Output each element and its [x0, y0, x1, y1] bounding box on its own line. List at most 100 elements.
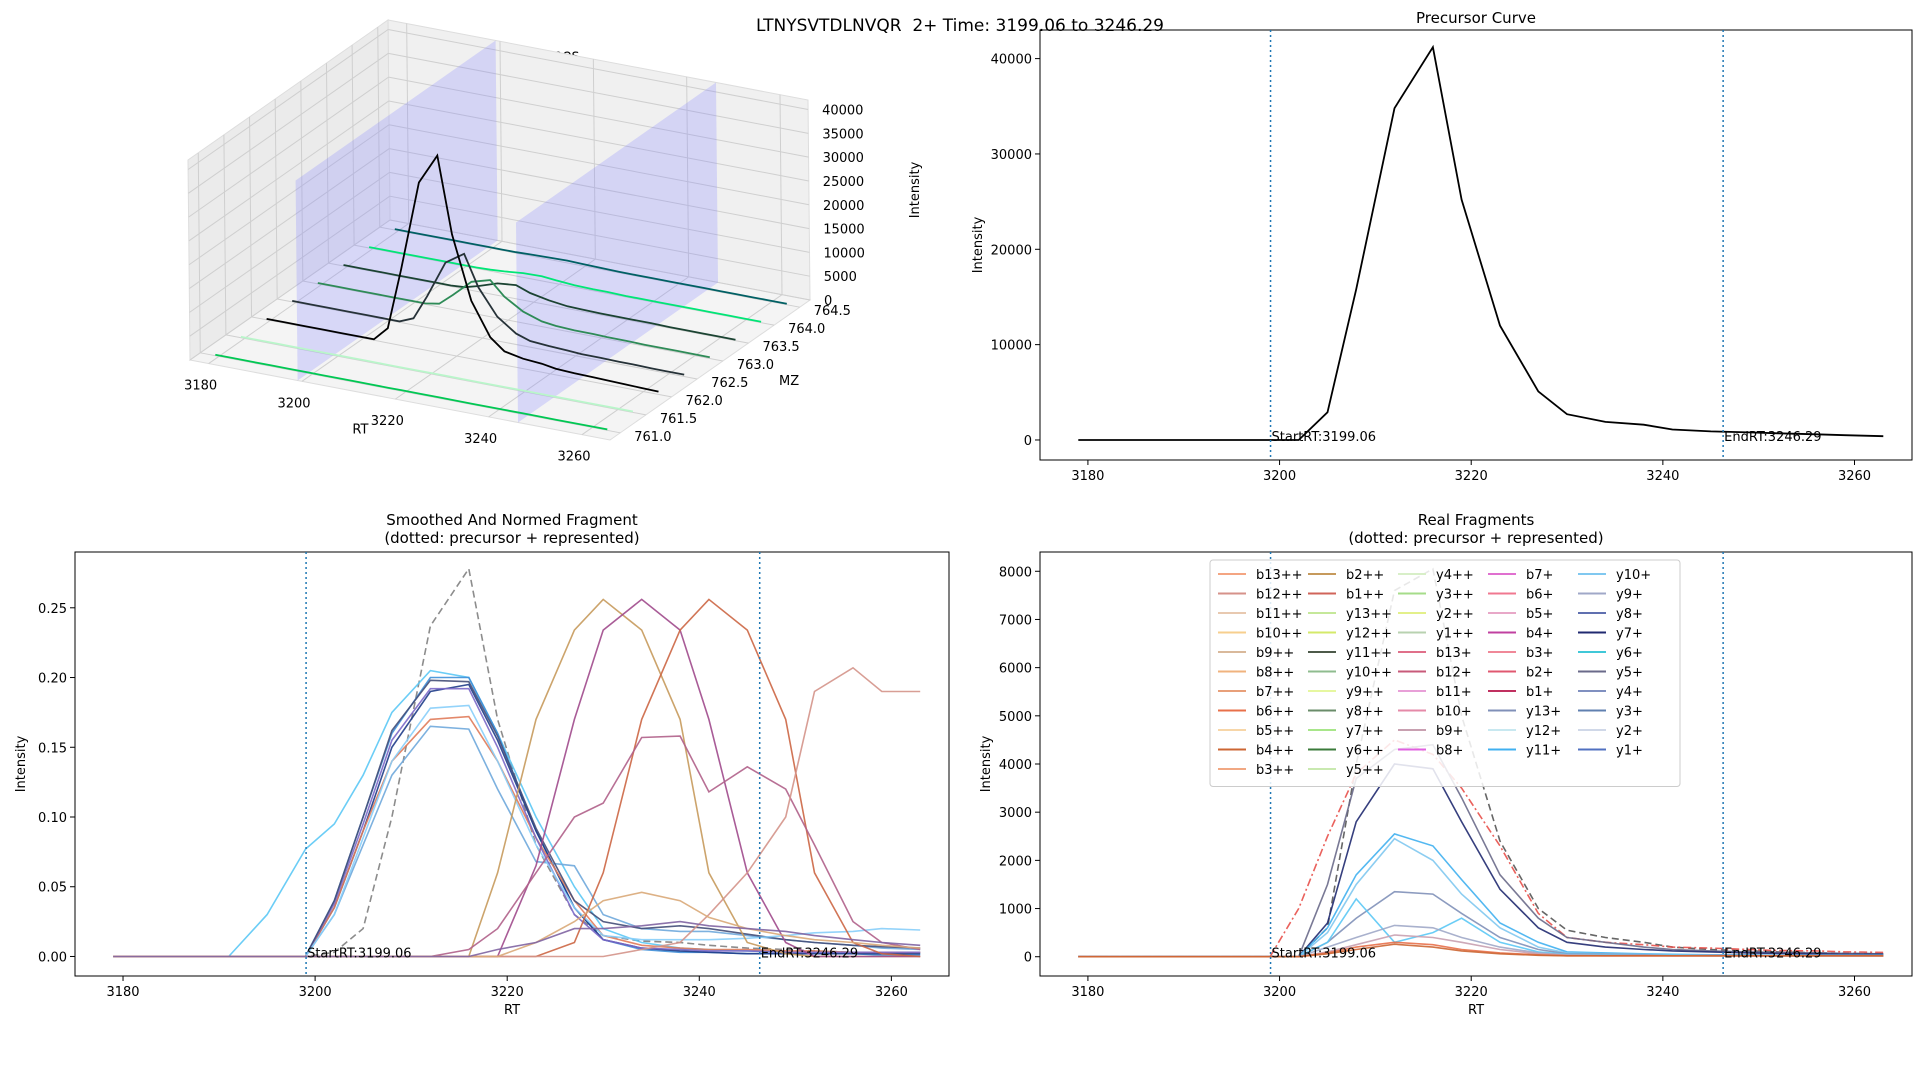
legend-label: b10++ [1256, 627, 1303, 642]
grid-line [388, 124, 810, 206]
isotope-line-0 [394, 228, 787, 305]
isotope-line-7 [215, 353, 608, 431]
y-tick-label: 0.00 [38, 950, 67, 965]
x-tick-label: 3220 [491, 985, 524, 1000]
z-tick-label: 25000 [823, 175, 864, 190]
x-axis-label: RT [352, 423, 368, 438]
grid-line [388, 76, 809, 158]
end-rt-plane [516, 82, 718, 423]
grid-line [189, 219, 391, 361]
x-tick-label: 3240 [1646, 985, 1679, 1000]
smoothed-normed-fragment-chart: Smoothed And Normed Fragment(dotted: pre… [14, 511, 950, 1018]
series-line-11 [1078, 943, 1884, 958]
legend-label: b2+ [1526, 666, 1553, 681]
legend-label: b4++ [1256, 744, 1294, 759]
legend-label: b9+ [1436, 724, 1463, 739]
y-tick-label: 0.20 [38, 672, 67, 687]
grid-line [251, 316, 672, 398]
chart-subtitle: (dotted: precursor + represented) [384, 529, 639, 547]
end-rt-label: EndRT:3246.29 [761, 946, 858, 961]
legend-label: y13+ [1526, 705, 1561, 720]
y-tick-label: 0.10 [38, 811, 67, 826]
legend-label: b11++ [1256, 607, 1303, 622]
y-tick-label: 2000 [999, 854, 1032, 869]
x-tick-label: 3260 [557, 450, 590, 465]
x-tick-label: 3220 [1455, 469, 1488, 480]
legend-label: b12+ [1436, 666, 1472, 681]
isotope-line-4 [292, 252, 685, 376]
grid-line [189, 195, 391, 337]
grid-line [581, 294, 783, 436]
legend-label: y3+ [1616, 705, 1643, 720]
x-axis-label: RT [1468, 1003, 1484, 1018]
end-rt-label: EndRT:3246.29 [1724, 947, 1821, 962]
legend-label: b9++ [1256, 646, 1294, 661]
x-axis-label: RT [504, 1003, 520, 1018]
z-tick-label: 15000 [823, 223, 864, 238]
grid-line [188, 100, 390, 242]
grid-line [188, 76, 389, 218]
x-tick-label: 3240 [683, 985, 716, 1000]
y-axis-label: MZ [779, 374, 799, 389]
legend-label: b10+ [1436, 705, 1472, 720]
legend-label: y9+ [1616, 588, 1643, 603]
legend-label: y5+ [1616, 666, 1643, 681]
x-tick-label: 3240 [1646, 469, 1679, 480]
legend-label: y2++ [1436, 607, 1474, 622]
legend-label: y1++ [1436, 627, 1474, 642]
y-tick-label: 10000 [991, 339, 1032, 354]
legend-label: y4++ [1436, 568, 1474, 583]
legend-label: y4+ [1616, 685, 1643, 700]
legend-label: y6++ [1346, 744, 1384, 759]
legend-label: y13++ [1346, 607, 1392, 622]
legend-label: b3++ [1256, 763, 1294, 778]
legend-label: y12++ [1346, 627, 1392, 642]
plot-area [1078, 44, 1884, 441]
grid-line [389, 219, 811, 301]
series-line-15 [113, 920, 921, 958]
isotope-line-2 [343, 264, 736, 341]
grid-line [388, 100, 809, 182]
z-tick-label: 35000 [822, 127, 863, 142]
legend-label: b1++ [1346, 588, 1384, 603]
legend-label: b11+ [1436, 685, 1472, 700]
legend-label: b6++ [1256, 705, 1294, 720]
y-tick-label: 0.15 [38, 741, 67, 756]
y-tick-label: 40000 [991, 53, 1032, 68]
end-rt-label: EndRT:3246.29 [1724, 430, 1821, 445]
y-tick-label: 4000 [999, 758, 1032, 773]
y-tick-label: 761.5 [660, 412, 697, 427]
legend-label: b3+ [1526, 646, 1553, 661]
y-tick-label: 0.05 [38, 881, 67, 896]
start-rt-label: StartRT:3199.06 [1272, 947, 1377, 962]
y-tick-label: 762.5 [711, 376, 748, 391]
chart-title: Precursor Curve [1416, 9, 1536, 27]
x-tick-label: 3200 [1263, 985, 1296, 1000]
isotope-line-3 [317, 279, 710, 359]
x-tick-label: 3260 [1838, 469, 1871, 480]
chart-title: Real Fragments [1418, 511, 1535, 529]
grid-line [188, 124, 390, 266]
x-tick-label: 3180 [184, 379, 217, 394]
z-tick-label: 30000 [823, 151, 864, 166]
legend-label: b5++ [1256, 724, 1294, 739]
chart-title: Smoothed And Normed Fragment [386, 511, 638, 529]
legend-label: y9++ [1346, 685, 1384, 700]
x-tick-label: 3180 [1071, 985, 1104, 1000]
y-tick-label: 30000 [991, 148, 1032, 163]
legend-label: b6+ [1526, 588, 1553, 603]
legend-label: y8++ [1346, 705, 1384, 720]
x-tick-label: 3180 [106, 985, 139, 1000]
grid-line [488, 276, 689, 418]
y-tick-label: 763.0 [737, 358, 774, 373]
legend-label: y10++ [1346, 666, 1392, 681]
series-line-3 [1078, 763, 1884, 958]
grid-line [389, 195, 810, 277]
y-tick-label: 6000 [999, 662, 1032, 677]
precursor-isotopes-3d-chart: Precursor Isotopes31803200322032403260RT… [184, 19, 923, 465]
z-axis-label: Intensity [908, 161, 923, 218]
grid-line [389, 148, 810, 230]
grid-line [389, 171, 810, 253]
legend-label: y10+ [1616, 568, 1651, 583]
